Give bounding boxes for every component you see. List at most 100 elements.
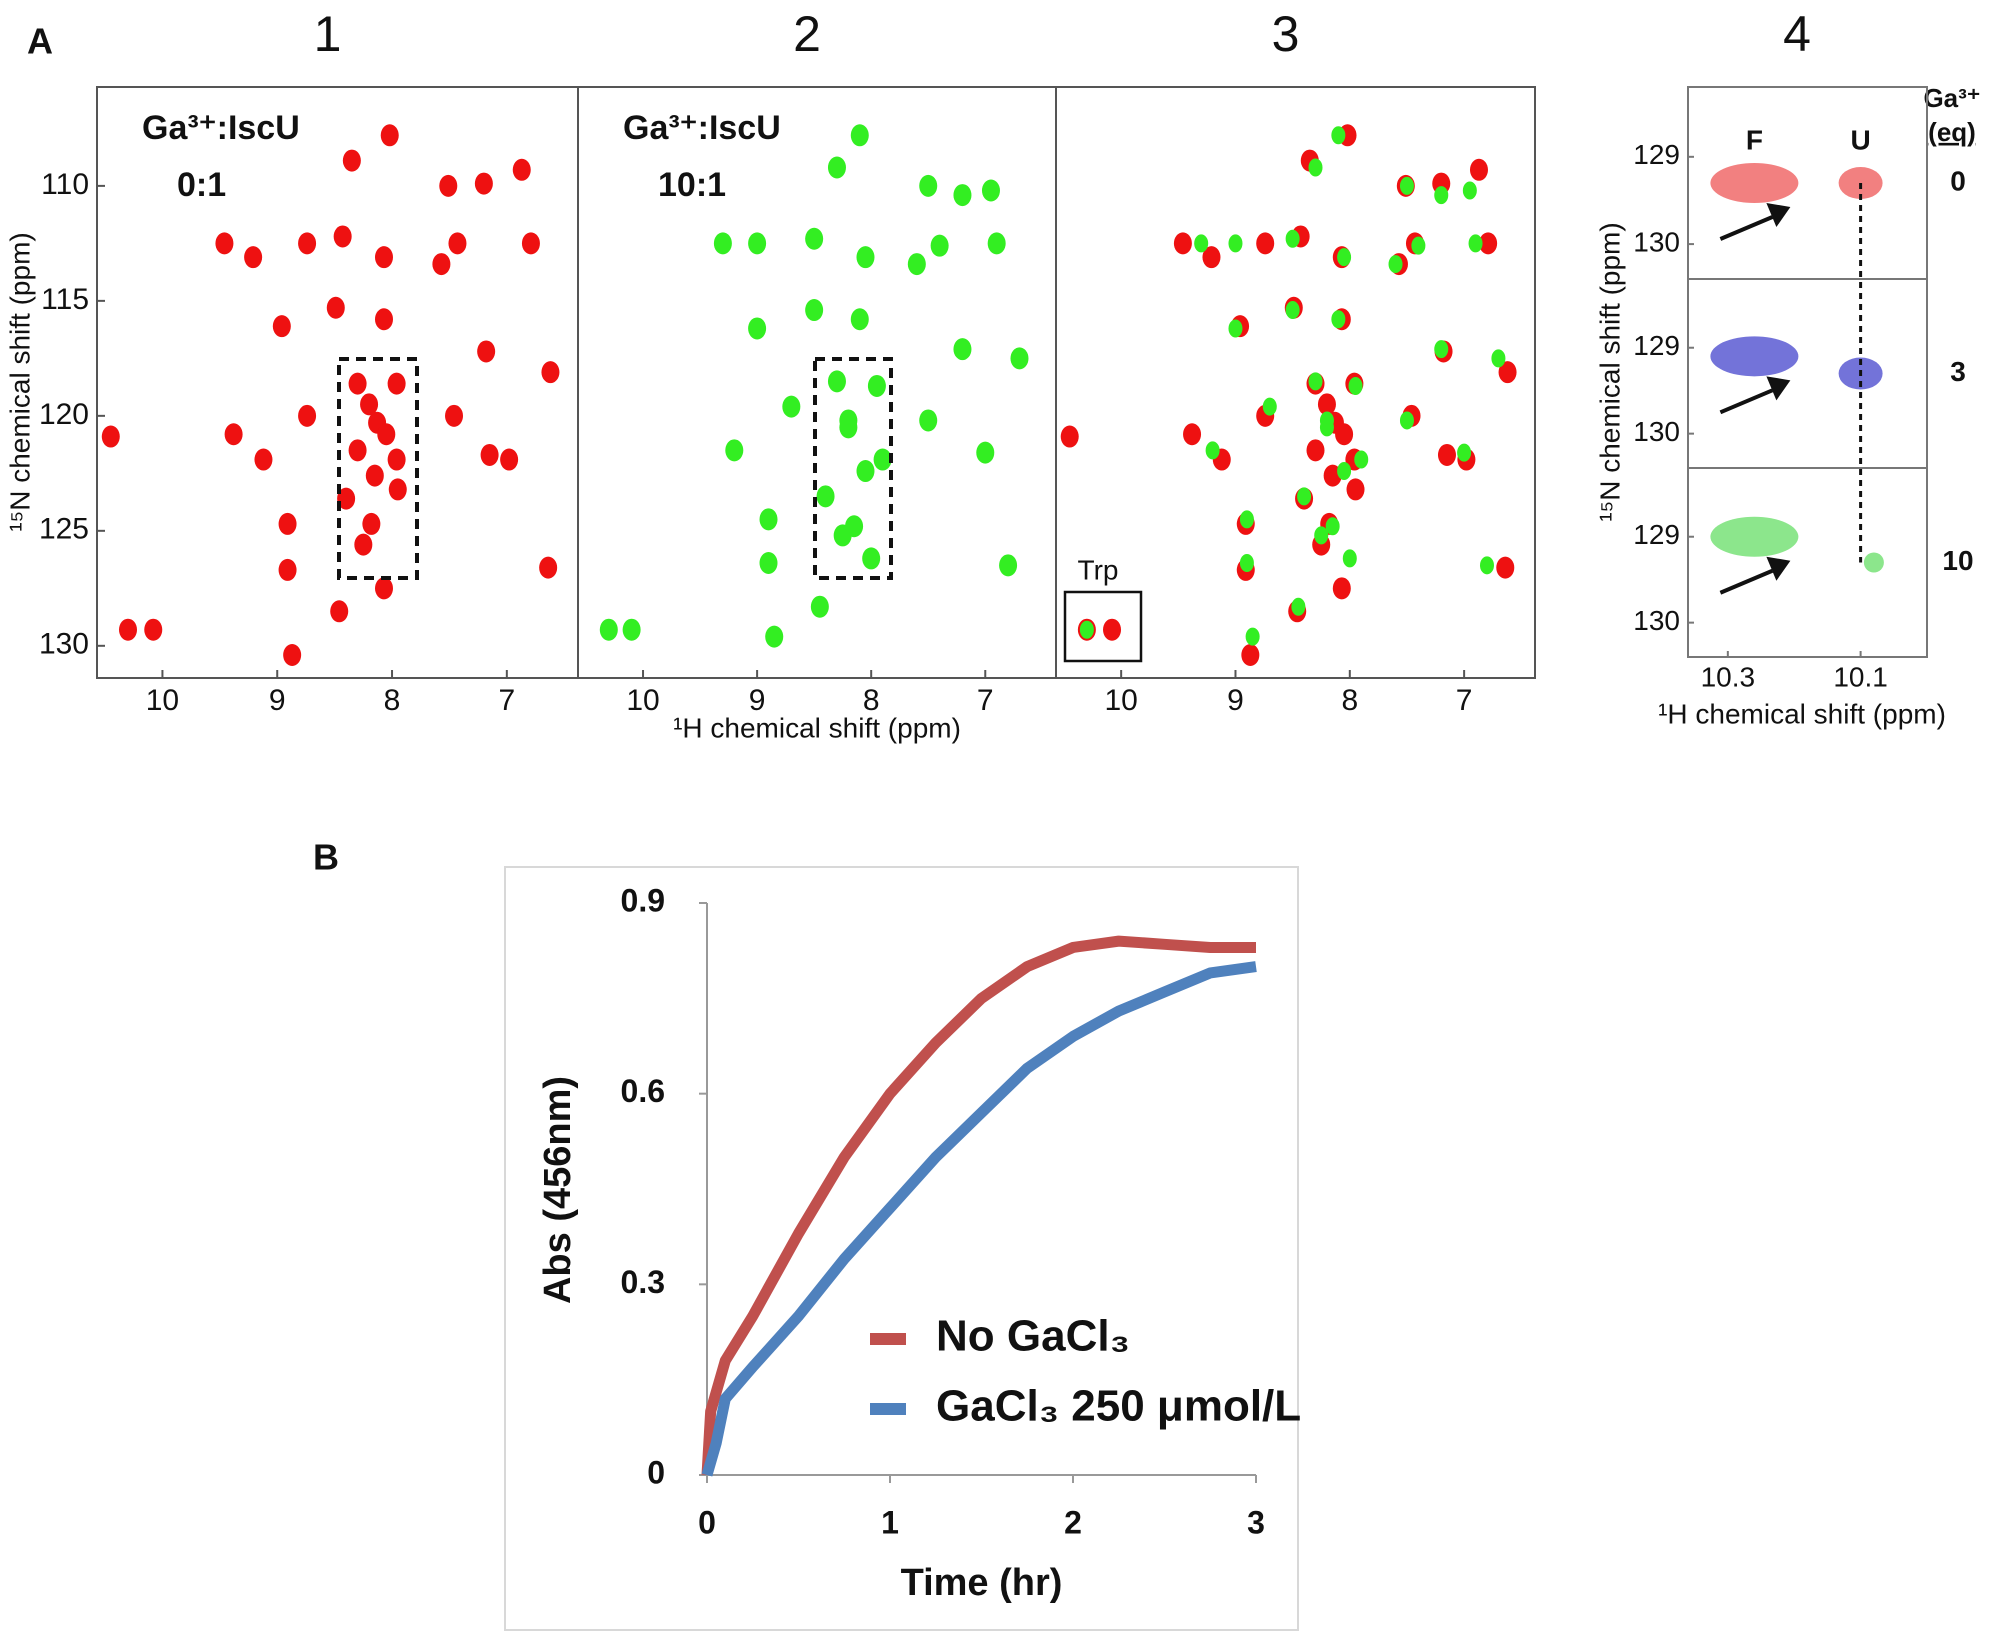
peak	[759, 552, 778, 575]
peak	[500, 448, 519, 471]
peak	[833, 524, 852, 547]
peak	[1060, 425, 1079, 448]
peak	[439, 174, 458, 197]
peak	[1468, 234, 1483, 253]
peak	[272, 315, 291, 338]
peak	[1498, 361, 1517, 384]
peak	[1245, 627, 1260, 646]
peak	[254, 448, 273, 471]
peak	[1256, 232, 1275, 255]
annotation: Ga³⁺:IscU	[623, 109, 781, 147]
peak	[448, 232, 467, 255]
annotation: Trp	[1078, 554, 1119, 585]
peak	[1332, 577, 1351, 600]
y-tick-label: 0.9	[621, 882, 665, 918]
eq-label: 10	[1942, 545, 1973, 576]
peak	[374, 308, 393, 331]
peak	[283, 644, 302, 667]
peak	[981, 179, 1000, 202]
peak	[622, 618, 641, 641]
peak	[1079, 620, 1094, 639]
peak	[1331, 310, 1346, 329]
peak	[1241, 644, 1260, 667]
x-axis-label: Time (hr)	[901, 1562, 1063, 1604]
x-tick-label: 1	[881, 1504, 899, 1540]
legend-label: GaCl₃ 250 μmol/L	[936, 1382, 1301, 1431]
eq-label: 3	[1950, 356, 1966, 387]
x-tick-label: 7	[1456, 684, 1473, 717]
data-line	[701, 961, 1257, 1477]
y-tick-label: 115	[41, 283, 89, 316]
peak	[1710, 163, 1799, 203]
y-tick-label: 120	[39, 398, 89, 431]
peak	[810, 595, 829, 618]
peak	[244, 246, 263, 269]
y-axis-label: Abs (456nm)	[537, 1076, 579, 1304]
peak	[1491, 349, 1506, 368]
peak	[1462, 181, 1477, 200]
annotation: 0:1	[177, 166, 226, 204]
annotation: Ga³⁺:IscU	[142, 109, 300, 147]
peak	[1437, 443, 1456, 466]
x-tick-label: 8	[863, 684, 880, 717]
peak	[599, 618, 618, 641]
peak	[827, 370, 846, 393]
peak	[539, 556, 558, 579]
peak	[521, 232, 540, 255]
peak	[374, 577, 393, 600]
peak	[512, 158, 531, 181]
peak	[1317, 393, 1336, 416]
x-tick-label: 0	[698, 1504, 716, 1540]
peak	[360, 393, 379, 416]
peak	[330, 600, 349, 623]
peak	[1434, 340, 1449, 359]
peak	[1399, 411, 1414, 430]
x-tick-label: 9	[1227, 684, 1244, 717]
peak	[748, 317, 767, 340]
arrow-head	[1766, 203, 1791, 227]
peak	[873, 448, 892, 471]
peak	[816, 485, 835, 508]
panel-label: B	[313, 837, 339, 878]
legend-label: No GaCl₃	[936, 1312, 1130, 1361]
peak	[856, 246, 875, 269]
peak	[1183, 423, 1202, 446]
y-tick-label: 0.6	[621, 1073, 665, 1109]
peak	[362, 512, 381, 535]
peak	[862, 547, 881, 570]
peak	[348, 372, 367, 395]
eq-header: (eq)	[1928, 117, 1976, 147]
peak	[118, 618, 137, 641]
peak	[1710, 516, 1799, 557]
peak	[1479, 232, 1498, 255]
x-axis-label: ¹H chemical shift (ppm)	[673, 712, 961, 743]
peak	[278, 512, 297, 535]
peak	[1335, 423, 1354, 446]
peak	[432, 253, 451, 276]
eq-header: Ga³⁺	[1923, 83, 1980, 113]
peak	[725, 439, 744, 462]
peak	[101, 425, 120, 448]
peak	[1331, 126, 1346, 145]
peak	[827, 156, 846, 179]
peak	[298, 404, 317, 427]
peak	[1202, 246, 1221, 269]
panel-title: 4	[1783, 6, 1811, 62]
arrow	[1719, 388, 1774, 415]
x-tick-label: 2	[1064, 1504, 1082, 1540]
peak	[215, 232, 234, 255]
peak	[387, 448, 406, 471]
y-axis-label: ¹⁵N chemical shift (ppm)	[4, 232, 35, 531]
arrow-head	[1766, 376, 1791, 401]
x-tick-label: 10	[146, 684, 179, 717]
peak	[759, 508, 778, 531]
peak	[1228, 234, 1243, 253]
peak	[333, 225, 352, 248]
peak	[919, 174, 938, 197]
peak	[839, 416, 858, 439]
peak	[326, 296, 345, 319]
peak	[1348, 376, 1363, 395]
chart-frame	[504, 866, 1299, 1631]
x-tick-label: 3	[1247, 1504, 1265, 1540]
peak	[1325, 517, 1340, 536]
